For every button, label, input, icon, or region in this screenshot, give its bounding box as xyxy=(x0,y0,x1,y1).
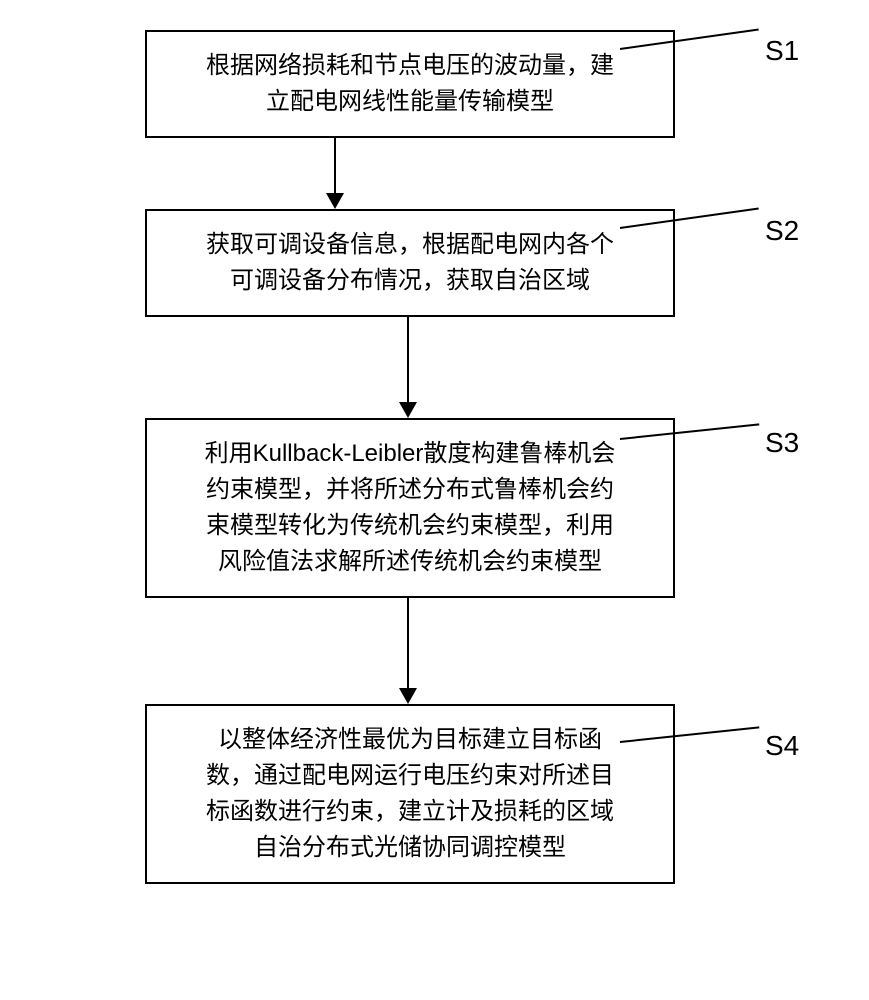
step-label-s4: S4 xyxy=(765,730,799,762)
step-s2: 获取可调设备信息，根据配电网内各个可调设备分布情况，获取自治区域 S2 xyxy=(50,209,869,418)
step-label-s2: S2 xyxy=(765,215,799,247)
flowchart-container: 根据网络损耗和节点电压的波动量，建立配电网线性能量传输模型 S1 获取可调设备信… xyxy=(0,0,869,884)
flow-text-s2: 获取可调设备信息，根据配电网内各个可调设备分布情况，获取自治区域 xyxy=(206,227,614,299)
flow-text-s3: 利用Kullback-Leibler散度构建鲁棒机会约束模型，并将所述分布式鲁棒… xyxy=(205,436,616,580)
flow-text-s1: 根据网络损耗和节点电压的波动量，建立配电网线性能量传输模型 xyxy=(206,48,614,120)
arrow-s1-s2 xyxy=(325,138,345,209)
arrow-head-icon xyxy=(399,688,417,704)
step-s3: 利用Kullback-Leibler散度构建鲁棒机会约束模型，并将所述分布式鲁棒… xyxy=(50,418,869,704)
flow-box-s4: 以整体经济性最优为目标建立目标函数，通过配电网运行电压约束对所述目标函数进行约束… xyxy=(145,704,675,884)
arrow-head-icon xyxy=(326,193,344,209)
arrow-line xyxy=(407,317,409,402)
step-label-s3: S3 xyxy=(765,427,799,459)
arrow-line xyxy=(407,598,409,688)
arrow-head-icon xyxy=(399,402,417,418)
arrow-s3-s4 xyxy=(398,598,418,704)
flow-text-s4: 以整体经济性最优为目标建立目标函数，通过配电网运行电压约束对所述目标函数进行约束… xyxy=(206,722,614,866)
step-s4: 以整体经济性最优为目标建立目标函数，通过配电网运行电压约束对所述目标函数进行约束… xyxy=(50,704,869,884)
flow-box-s2: 获取可调设备信息，根据配电网内各个可调设备分布情况，获取自治区域 xyxy=(145,209,675,317)
step-label-s1: S1 xyxy=(765,35,799,67)
arrow-s2-s3 xyxy=(398,317,418,418)
arrow-line xyxy=(334,138,336,193)
flow-box-s3: 利用Kullback-Leibler散度构建鲁棒机会约束模型，并将所述分布式鲁棒… xyxy=(145,418,675,598)
step-s1: 根据网络损耗和节点电压的波动量，建立配电网线性能量传输模型 S1 xyxy=(50,30,869,209)
flow-box-s1: 根据网络损耗和节点电压的波动量，建立配电网线性能量传输模型 xyxy=(145,30,675,138)
